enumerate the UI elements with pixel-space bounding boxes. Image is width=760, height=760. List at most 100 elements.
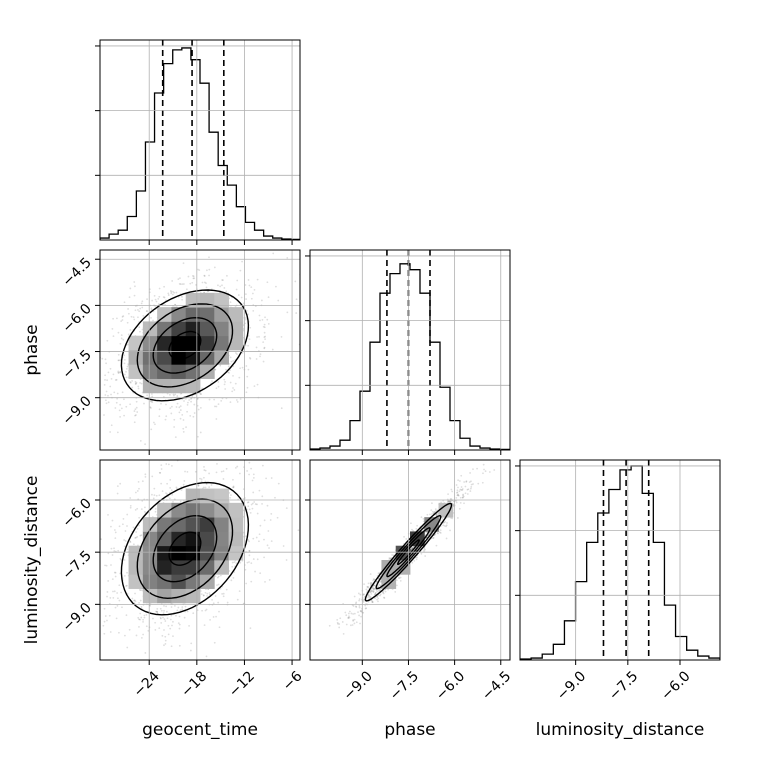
scatter-point [203, 466, 205, 468]
scatter-point [435, 544, 438, 547]
scatter-point [247, 501, 250, 504]
scatter-point [202, 594, 205, 597]
scatter-point [158, 287, 161, 290]
density-cell [214, 292, 229, 308]
scatter-point [235, 399, 238, 401]
scatter-point [122, 338, 125, 341]
scatter-point [377, 572, 380, 575]
scatter-point [139, 589, 142, 592]
scatter-point [435, 513, 438, 516]
scatter-point [139, 599, 142, 602]
scatter-point [353, 622, 356, 625]
scatter-point [352, 605, 355, 607]
scatter-point [170, 291, 173, 293]
scatter-point [117, 359, 120, 362]
scatter-point [156, 610, 159, 613]
scatter-point [374, 597, 377, 600]
scatter-point [162, 612, 165, 615]
scatter-point [153, 295, 156, 297]
scatter-point [116, 604, 119, 607]
scatter-point [170, 412, 173, 415]
scatter-point [264, 338, 266, 341]
scatter-point [187, 275, 190, 278]
scatter-point [119, 359, 122, 361]
scatter-point [230, 494, 232, 496]
scatter-point [338, 623, 341, 625]
scatter-point [124, 634, 126, 637]
scatter-point [160, 464, 163, 467]
scatter-point [377, 586, 380, 588]
scatter-point [109, 431, 112, 433]
scatter-point [158, 471, 161, 474]
scatter-point [208, 398, 211, 401]
density-cell [200, 335, 215, 351]
density-cell [214, 488, 229, 504]
scatter-point [137, 616, 140, 619]
scatter-point [106, 619, 108, 622]
contour-line [168, 330, 202, 360]
scatter-point [254, 570, 256, 573]
scatter-point [370, 590, 373, 593]
scatter-point [104, 399, 107, 402]
scatter-point [179, 283, 182, 285]
scatter-point [263, 346, 266, 349]
scatter-point [130, 315, 133, 318]
scatter-point [352, 619, 355, 621]
scatter-point [134, 600, 137, 603]
scatter-point [444, 520, 447, 523]
scatter-point [470, 486, 473, 488]
scatter-point [176, 395, 179, 397]
scatter-point [236, 465, 239, 468]
scatter-point [434, 508, 437, 511]
scatter-point [192, 612, 195, 615]
x-axis-label: phase [384, 720, 435, 740]
scatter-point [192, 275, 195, 278]
scatter-point [456, 489, 459, 492]
scatter-point [129, 497, 132, 499]
scatter-point [123, 354, 126, 357]
scatter-point [271, 348, 274, 351]
scatter-point [164, 642, 167, 645]
scatter-point [375, 580, 378, 583]
scatter-point [133, 318, 136, 321]
scatter-point [245, 535, 247, 538]
scatter-point [192, 277, 195, 280]
scatter-point [482, 472, 484, 475]
scatter-point [221, 279, 224, 281]
scatter-point [455, 484, 458, 486]
scatter-point [114, 575, 117, 578]
scatter-point [433, 511, 436, 514]
scatter-point [461, 488, 464, 490]
scatter-point [204, 591, 207, 594]
scatter-point [116, 431, 119, 434]
scatter-point [464, 492, 467, 495]
scatter-point [461, 496, 464, 499]
scatter-point [364, 607, 367, 610]
scatter-point [163, 609, 165, 612]
scatter-point [229, 369, 231, 372]
scatter-point [142, 618, 145, 621]
scatter-point [446, 522, 448, 524]
scatter-point [211, 380, 213, 383]
scatter-point [268, 579, 271, 581]
scatter-point [262, 341, 265, 344]
scatter-point [466, 493, 469, 495]
scatter-point [175, 406, 178, 408]
scatter-point [238, 376, 241, 379]
scatter-point [377, 597, 380, 600]
density-cell [214, 545, 229, 561]
scatter-point [484, 470, 487, 473]
scatter-point [449, 529, 451, 532]
scatter-point [338, 626, 341, 629]
scatter-point [176, 609, 179, 612]
panel-border [99, 459, 301, 661]
scatter-point [266, 281, 269, 284]
scatter-point [259, 353, 262, 355]
scatter-point [137, 387, 140, 390]
scatter-point [132, 543, 135, 546]
scatter-point [120, 407, 123, 410]
scatter-point [227, 365, 230, 368]
scatter-point [368, 595, 371, 598]
scatter-point [367, 582, 370, 585]
scatter-point [154, 298, 157, 301]
